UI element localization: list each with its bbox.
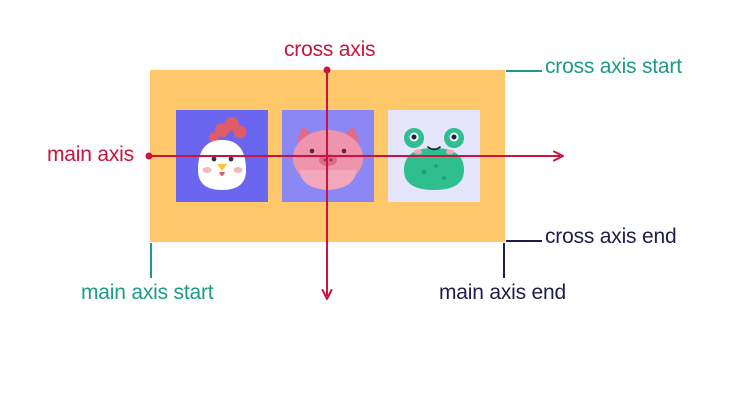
frog-icon [404,128,464,190]
main-axis-end-label: main axis end [439,281,566,304]
main-axis-start-label: main axis start [81,281,214,304]
cross-axis-end-label: cross axis end [545,225,677,248]
cross-axis-label: cross axis [284,38,376,61]
main-axis-label: main axis [47,143,134,166]
chicken-icon [198,117,247,190]
cross-axis-arrow [321,66,333,300]
main-axis-arrow [145,150,564,162]
cross-axis-start-label: cross axis start [545,55,682,78]
